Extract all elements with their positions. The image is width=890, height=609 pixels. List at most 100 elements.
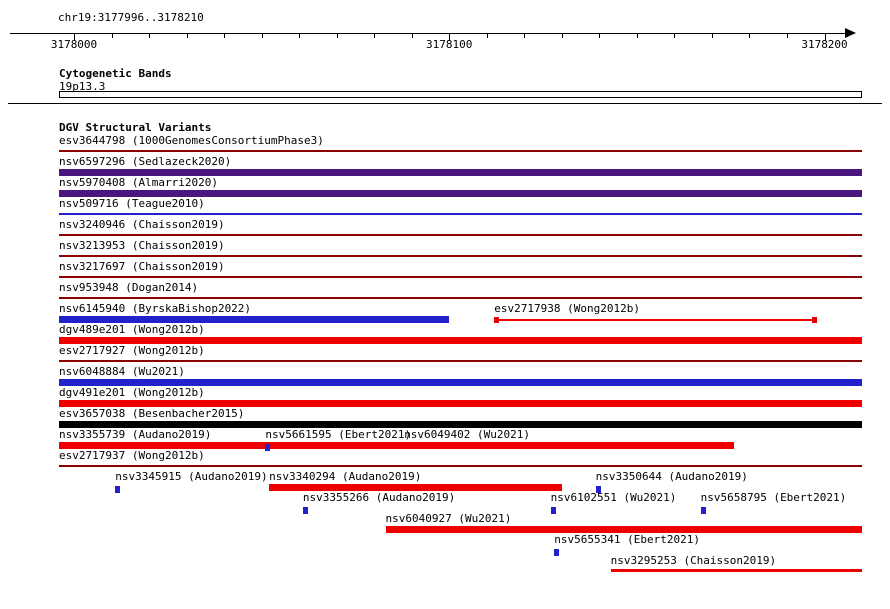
variant-glyph-box[interactable]: [269, 484, 562, 491]
ruler-minor-tick: [749, 34, 751, 38]
variant-label[interactable]: esv3657038 (Besenbacher2015): [59, 407, 245, 420]
variant-label[interactable]: esv3644798 (1000GenomesConsortiumPhase3): [59, 134, 324, 147]
variant-label[interactable]: nsv6048884 (Wu2021): [59, 365, 185, 378]
variant-label[interactable]: nsv3295253 (Chaisson2019): [610, 554, 777, 567]
variant-glyph-marker[interactable]: [554, 549, 560, 556]
ruler-major-tick: [824, 34, 826, 41]
variant-track-row: nsv6040927 (Wu2021): [0, 513, 890, 534]
variant-track-row: nsv3213953 (Chaisson2019): [0, 240, 890, 261]
ruler-minor-tick: [186, 34, 188, 38]
ruler-tick-label: 3178200: [801, 38, 848, 51]
variant-glyph-box[interactable]: [59, 169, 862, 176]
variant-label[interactable]: nsv3340294 (Audano2019): [269, 470, 422, 483]
variant-track-row: nsv953948 (Dogan2014): [0, 282, 890, 303]
variant-track-row: nsv3355266 (Audano2019) nsv6102551 (Wu202…: [0, 491, 890, 514]
variant-label[interactable]: esv2717927 (Wong2012b): [59, 344, 205, 357]
variant-track-row: nsv5970408 (Almarri2020): [0, 177, 890, 198]
cytoband-name: 19p13.3: [59, 80, 106, 93]
variant-glyph-box[interactable]: [404, 442, 735, 449]
ruler-major-tick: [449, 34, 451, 41]
variant-glyph-box[interactable]: [59, 421, 862, 428]
ruler-minor-tick: [599, 34, 601, 38]
variant-glyph-box[interactable]: [59, 400, 862, 407]
variant-track-row: nsv3217697 (Chaisson2019): [0, 261, 890, 282]
region-label: chr19:3177996..3178210: [58, 11, 204, 24]
ruler-minor-tick: [787, 34, 788, 38]
variant-label[interactable]: nsv6597296 (Sedlazeck2020): [59, 155, 232, 168]
variant-glyph-marker[interactable]: [550, 507, 556, 514]
variant-label[interactable]: nsv6049402 (Wu2021): [404, 428, 531, 441]
variant-glyph-marker[interactable]: [115, 486, 121, 493]
variant-label[interactable]: nsv3355739 (Audano2019): [59, 428, 212, 441]
ruler-major-tick: [74, 34, 75, 41]
ruler-minor-tick: [261, 34, 263, 38]
variant-track-row: nsv6048884 (Wu2021): [0, 366, 890, 387]
variant-track-row: esv3657038 (Besenbacher2015): [0, 408, 890, 429]
ruler-minor-tick: [524, 34, 526, 38]
variant-label[interactable]: nsv3217697 (Chaisson2019): [59, 260, 225, 273]
ruler-tick-label: 3178000: [50, 38, 98, 51]
variant-label[interactable]: dgv489e201 (Wong2012b): [59, 323, 205, 336]
variant-glyph-line[interactable]: [59, 276, 862, 278]
ruler-tick-label: 3178100: [426, 38, 473, 51]
variant-glyph-thickline[interactable]: [610, 569, 862, 572]
variant-track-row: nsv6145940 (ByrskaBishop2022) esv2717938 …: [0, 303, 890, 324]
ruler-minor-tick: [711, 34, 713, 38]
variant-glyph-line[interactable]: [59, 150, 862, 152]
variant-label[interactable]: esv2717937 (Wong2012b): [59, 449, 205, 462]
variant-label[interactable]: nsv6102551 (Wu2021): [550, 491, 677, 504]
variant-label[interactable]: nsv3345915 (Audano2019): [115, 470, 268, 483]
variant-glyph-line[interactable]: [59, 213, 862, 215]
variant-label[interactable]: nsv5658795 (Ebert2021): [700, 491, 847, 504]
variant-track-row: esv2717937 (Wong2012b): [0, 450, 890, 471]
variant-label[interactable]: nsv3350644 (Audano2019): [595, 470, 748, 483]
variant-glyph-line[interactable]: [59, 465, 862, 467]
variant-label[interactable]: nsv3240946 (Chaisson2019): [59, 218, 225, 231]
variant-label[interactable]: nsv509716 (Teague2010): [59, 197, 205, 210]
variant-label[interactable]: nsv3355266 (Audano2019): [302, 491, 456, 504]
variant-label[interactable]: nsv5661595 (Ebert2021): [265, 428, 412, 441]
ruler-minor-tick: [561, 34, 563, 38]
ruler-minor-tick: [411, 34, 413, 38]
variant-label[interactable]: nsv5655341 (Ebert2021): [554, 533, 700, 546]
variant-glyph-line[interactable]: [59, 360, 862, 362]
cytoband-box: [59, 91, 862, 98]
variant-label[interactable]: nsv5970408 (Almarri2020): [59, 176, 218, 189]
variant-glyph-range[interactable]: [494, 317, 817, 323]
variant-label[interactable]: nsv3213953 (Chaisson2019): [59, 239, 225, 252]
variant-glyph-marker[interactable]: [595, 486, 601, 493]
variant-glyph-marker[interactable]: [700, 507, 706, 514]
ruler-minor-tick: [674, 34, 676, 38]
variant-track-row: esv2717927 (Wong2012b): [0, 345, 890, 366]
variant-track-row: dgv491e201 (Wong2012b): [0, 387, 890, 408]
cytoband-section-heading: Cytogenetic Bands: [59, 67, 172, 80]
variant-label[interactable]: nsv6040927 (Wu2021): [385, 512, 512, 525]
variant-glyph-marker[interactable]: [265, 444, 271, 451]
variant-label[interactable]: nsv6145940 (ByrskaBishop2022): [59, 302, 252, 315]
variant-glyph-marker[interactable]: [302, 507, 308, 514]
variant-track-row: nsv3240946 (Chaisson2019): [0, 219, 890, 240]
ruler-right-arrow-icon: [845, 28, 856, 38]
variant-label[interactable]: esv2717938 (Wong2012b): [494, 302, 640, 315]
variant-glyph-box[interactable]: [59, 337, 862, 344]
variant-glyph-line[interactable]: [59, 234, 862, 236]
variant-glyph-box[interactable]: [59, 316, 450, 323]
variant-label[interactable]: dgv491e201 (Wong2012b): [59, 386, 205, 399]
ruler-minor-tick: [636, 34, 638, 38]
variant-glyph-box[interactable]: [385, 526, 862, 533]
variant-glyph-line[interactable]: [59, 297, 862, 299]
ruler-minor-tick: [224, 34, 226, 38]
variant-track-row: nsv3295253 (Chaisson2019): [0, 555, 890, 576]
variant-glyph-box[interactable]: [59, 190, 862, 197]
variant-glyph-box[interactable]: [59, 379, 862, 386]
ruler-minor-tick: [149, 34, 151, 38]
variant-glyph-line[interactable]: [59, 255, 862, 257]
variant-track-row: dgv489e201 (Wong2012b): [0, 324, 890, 345]
variant-track-row: nsv5655341 (Ebert2021): [0, 533, 890, 556]
variant-track-row: nsv3355739 (Audano2019) nsv5661595 (Ebert…: [0, 428, 890, 451]
variant-glyph-box[interactable]: [59, 442, 735, 449]
ruler-minor-tick: [336, 34, 338, 38]
variant-label[interactable]: nsv953948 (Dogan2014): [59, 281, 199, 294]
variant-track-row: nsv3345915 (Audano2019) nsv3340294 (Audan…: [0, 470, 890, 493]
